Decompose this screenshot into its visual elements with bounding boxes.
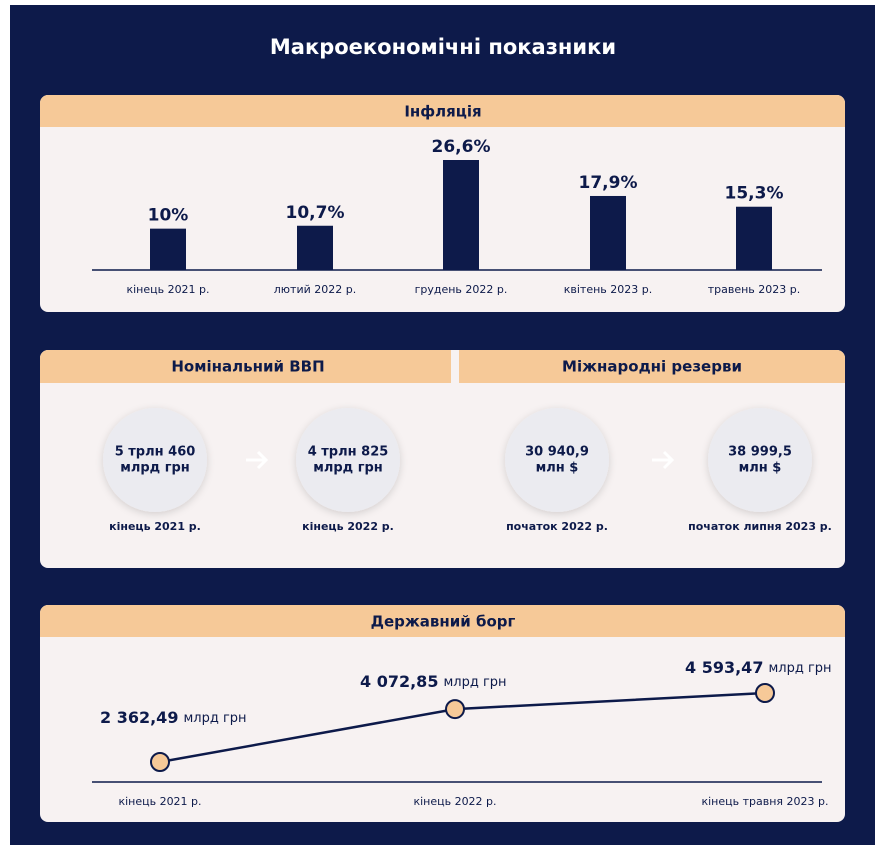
value-circle — [296, 408, 400, 512]
arrow — [652, 450, 675, 470]
unit: млрд грн — [443, 675, 506, 690]
x-tick-label: квітень 2023 р. — [564, 283, 653, 296]
x-tick-label: кінець травня 2023 р. — [701, 795, 828, 808]
value-text: млрд грн — [313, 461, 383, 476]
panel-title: Міжнародні резерви — [562, 358, 742, 376]
item-label: кінець 2022 р. — [302, 520, 394, 533]
bar — [736, 206, 772, 270]
panel-header — [40, 605, 845, 637]
value-text: млн $ — [536, 461, 579, 476]
panel — [40, 350, 845, 568]
panel-title: Номінальний ВВП — [171, 358, 324, 376]
panel-title: Державний борг — [371, 613, 516, 631]
data-label: 4 593,47 млрд грн — [685, 658, 832, 677]
panel — [40, 605, 845, 822]
data-label: 10,7% — [286, 203, 345, 223]
item-label: початок липня 2023 р. — [688, 520, 832, 533]
panel-header — [40, 350, 451, 383]
value-text: 5 трлн 460 — [115, 445, 196, 460]
marker — [445, 699, 465, 720]
bar — [590, 195, 626, 270]
value-text: млн $ — [739, 461, 782, 476]
x-tick-label: лютий 2022 р. — [274, 283, 356, 296]
panel-header — [459, 350, 845, 383]
bar — [150, 228, 186, 270]
panel-title: Інфляція — [404, 103, 481, 121]
unit: млрд грн — [768, 661, 831, 676]
bar — [443, 160, 479, 270]
data-label: 17,9% — [579, 173, 638, 193]
data-label: 15,3% — [725, 184, 784, 204]
data-label: 4 072,85 млрд грн — [360, 672, 507, 691]
arrow — [246, 450, 269, 470]
data-label: 2 362,49 млрд грн — [100, 708, 247, 727]
data-label: 10% — [148, 206, 189, 226]
value-text: 30 940,9 — [525, 445, 589, 460]
panel-header — [40, 95, 845, 127]
value: 4 593,47 — [685, 658, 763, 677]
panel — [40, 95, 845, 312]
page-title: Макроекономічні показники — [270, 35, 616, 59]
value-circle — [505, 408, 609, 512]
value-text: млрд грн — [120, 461, 190, 476]
marker — [755, 683, 775, 703]
value-text: 4 трлн 825 — [308, 445, 389, 460]
marker — [150, 752, 170, 772]
x-tick-label: кінець 2022 р. — [413, 795, 496, 808]
data-label: 26,6% — [432, 137, 491, 157]
value-text: 38 999,5 — [728, 445, 792, 460]
x-tick-label: кінець 2021 р. — [118, 795, 201, 808]
item-label: початок 2022 р. — [506, 520, 608, 533]
bar — [297, 225, 333, 270]
value: 2 362,49 — [100, 708, 178, 727]
value-circle — [103, 408, 207, 512]
value: 4 072,85 — [360, 672, 438, 691]
value-circle — [708, 408, 812, 512]
x-tick-label: травень 2023 р. — [708, 283, 801, 296]
x-tick-label: кінець 2021 р. — [126, 283, 209, 296]
item-label: кінець 2021 р. — [109, 520, 201, 533]
x-tick-label: грудень 2022 р. — [415, 283, 508, 296]
unit: млрд грн — [183, 711, 246, 726]
